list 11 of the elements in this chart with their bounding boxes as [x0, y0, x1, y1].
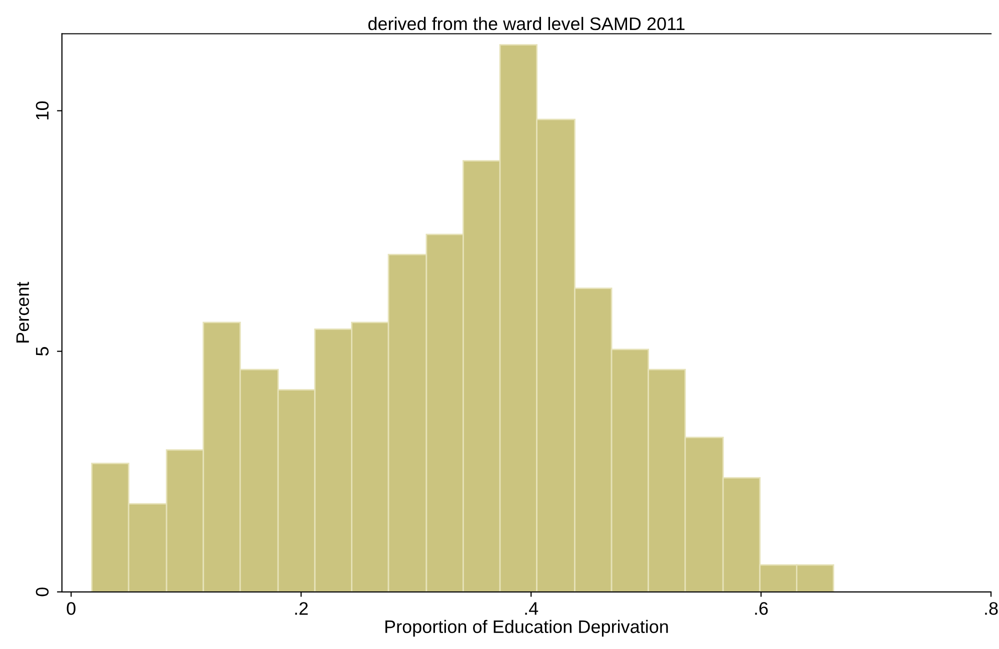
x-tick-label: .2: [295, 602, 308, 615]
chart-title: derived from the ward level SAMD 2011: [368, 16, 684, 30]
x-axis-title: Proportion of Education Deprivation: [385, 620, 668, 637]
y-tick-label: 0: [36, 588, 49, 596]
x-tick-label: .4: [525, 602, 538, 615]
y-axis-title: Percent: [16, 282, 30, 342]
y-tick-label: 5: [36, 347, 49, 356]
y-tick-label: 10: [36, 101, 49, 120]
x-tick-label: .6: [755, 602, 768, 615]
x-tick-label: .8: [985, 602, 998, 615]
x-tick-label: 0: [66, 602, 76, 615]
